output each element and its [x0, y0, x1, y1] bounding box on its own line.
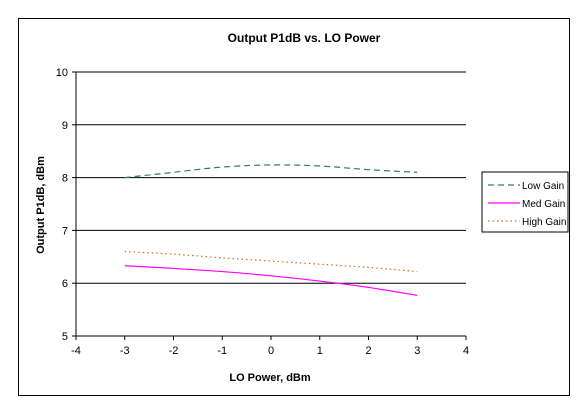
x-tick-label: 4 — [463, 345, 469, 357]
chart-frame — [18, 18, 570, 396]
legend-label: Low Gain — [522, 181, 564, 192]
tick-labels: 5 6 7 8 9 10 -4 -3 -2 -1 0 1 2 3 4 — [56, 67, 469, 357]
series-line-med-gain — [124, 265, 418, 296]
axes — [72, 71, 467, 340]
y-tick-label: 8 — [62, 173, 68, 185]
x-axis-title: LO Power, dBm — [229, 372, 311, 384]
series-line-high-gain — [124, 250, 418, 273]
y-tick-label: 9 — [62, 120, 68, 132]
y-tick-label: 7 — [62, 225, 68, 237]
x-tick-label: -3 — [120, 345, 130, 357]
x-tick-label: 3 — [414, 345, 420, 357]
x-tick-label: -4 — [71, 345, 81, 357]
x-tick-label: 2 — [365, 345, 371, 357]
legend-label: High Gain — [522, 217, 566, 228]
legend: Low Gain Med Gain High Gain — [481, 171, 569, 233]
gridlines — [76, 71, 466, 337]
x-tick-label: -2 — [169, 345, 179, 357]
x-tick-label: 0 — [268, 345, 274, 357]
y-axis-title: Output P1dB, dBm — [35, 156, 47, 254]
y-tick-label: 6 — [62, 278, 68, 290]
legend-box — [481, 171, 569, 233]
y-tick-label: 10 — [56, 67, 68, 79]
chart-title: Output P1dB vs. LO Power — [228, 31, 381, 45]
x-tick-label: 1 — [317, 345, 323, 357]
series-line-low-gain — [124, 164, 418, 179]
legend-label: Med Gain — [522, 199, 565, 210]
x-tick-label: -1 — [217, 345, 227, 357]
y-tick-label: 5 — [62, 331, 68, 343]
series-lines — [124, 164, 418, 296]
